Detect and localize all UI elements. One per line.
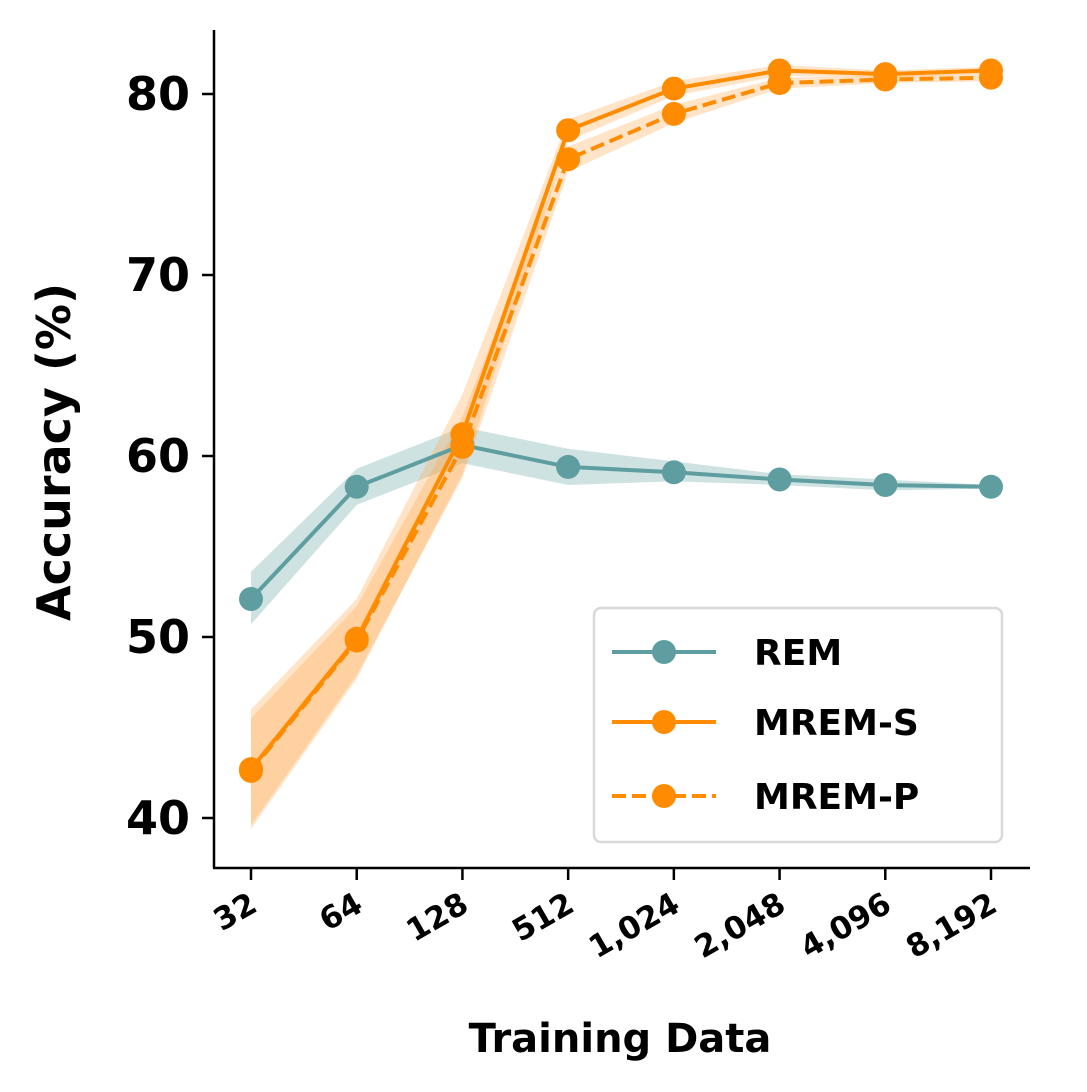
series-band-rem [251, 427, 991, 625]
data-point-rem [873, 473, 898, 497]
legend: REM MREM-S MREM-P [592, 606, 1004, 844]
legend-frame [592, 606, 1004, 844]
data-point-mrem-p [979, 65, 1003, 90]
data-point-rem [556, 454, 581, 479]
data-point-mrem-s [661, 76, 686, 101]
data-point-rem [661, 460, 686, 485]
y-tick-label: 70 [126, 248, 190, 302]
y-tick-label: 60 [126, 429, 190, 483]
y-tick-label: 50 [126, 610, 190, 664]
legend-label-rem: REM [754, 633, 842, 674]
data-point-mrem-p [239, 758, 263, 783]
y-tick-label: 80 [126, 67, 190, 121]
legend-marker-mrem-p [652, 784, 676, 808]
y-tick-label: 40 [126, 791, 190, 845]
data-point-mrem-p [450, 434, 475, 459]
data-point-mrem-p [767, 71, 792, 96]
series-line-mrem-p [249, 75, 992, 773]
legend-marker-rem [652, 640, 676, 664]
data-point-rem [979, 474, 1003, 499]
series-line-rem [249, 443, 992, 601]
x-axis-label: Training Data [469, 1016, 772, 1062]
data-point-rem [767, 467, 792, 492]
data-point-mrem-p [344, 628, 369, 653]
data-point-mrem-s [556, 118, 581, 143]
data-point-rem [239, 587, 263, 611]
data-point-rem [344, 474, 369, 499]
legend-label-mrem-s: MREM-S [754, 703, 919, 744]
data-point-mrem-p [661, 101, 686, 126]
legend-label-mrem-p: MREM-P [754, 777, 919, 818]
data-point-mrem-p [556, 147, 581, 172]
data-point-mrem-p [873, 67, 898, 92]
legend-marker-mrem-s [652, 710, 676, 734]
y-axis-label: Accuracy (%) [27, 283, 81, 621]
